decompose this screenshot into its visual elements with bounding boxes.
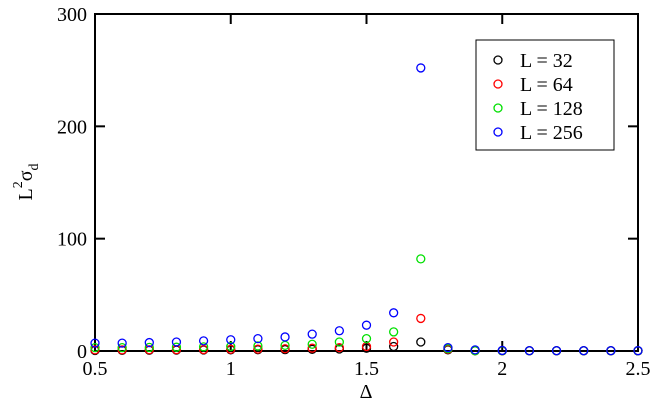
legend-label: L = 32 [520, 50, 573, 72]
point [117, 338, 127, 348]
point [579, 346, 589, 356]
x-tick-label: 2.5 [626, 358, 651, 380]
y-axis-label-part: σ [15, 170, 37, 181]
legend-label: L = 128 [520, 98, 583, 120]
point [144, 342, 154, 353]
x-tick-label: 1 [226, 358, 236, 380]
legend-marker [493, 55, 503, 65]
point [334, 337, 345, 347]
legend-label: L = 256 [520, 122, 583, 144]
point [361, 320, 372, 330]
point [90, 338, 100, 348]
y-axis-label-part: L [15, 188, 37, 200]
point [606, 346, 616, 356]
point [226, 341, 236, 352]
y-tick-label: 300 [57, 4, 87, 26]
point [443, 342, 453, 353]
point [388, 327, 399, 337]
point [171, 342, 182, 352]
point [334, 326, 345, 336]
y-tick-label: 0 [77, 341, 87, 363]
point [171, 337, 182, 347]
point [280, 344, 290, 354]
x-tick-label: 1.5 [354, 358, 379, 380]
y-tick-label: 100 [57, 229, 87, 251]
legend-marker [493, 79, 503, 89]
x-axis-label: Δ [360, 381, 373, 403]
point [361, 333, 372, 344]
y-axis-label-part: 2 [11, 181, 26, 188]
point [416, 63, 426, 73]
point [307, 343, 317, 353]
point [144, 337, 154, 348]
point [253, 333, 263, 344]
point [470, 345, 480, 355]
point [334, 342, 345, 353]
point [253, 344, 263, 354]
legend-label: L = 64 [520, 74, 573, 96]
y-axis-label-part: d [27, 164, 42, 171]
point [198, 342, 209, 352]
point [90, 342, 100, 353]
point [524, 346, 535, 356]
point [388, 308, 399, 318]
point [416, 337, 426, 347]
point [117, 342, 127, 353]
point [253, 341, 263, 351]
point [633, 346, 643, 356]
point [307, 339, 317, 349]
point [198, 336, 209, 346]
point [280, 332, 290, 342]
point [388, 337, 399, 347]
legend-marker [493, 127, 503, 137]
point [226, 344, 236, 354]
point [497, 345, 507, 356]
x-tick-label: 2 [497, 358, 507, 380]
y-axis-label: L2σd [11, 164, 42, 201]
point [416, 254, 426, 264]
legend-box [475, 39, 615, 151]
point [416, 313, 426, 324]
y-tick-label: 200 [57, 116, 87, 138]
point [388, 341, 399, 352]
point [226, 335, 236, 345]
x-tick-label: 0.5 [83, 358, 108, 380]
point [307, 329, 317, 339]
point [551, 346, 562, 356]
legend-marker [493, 103, 503, 113]
